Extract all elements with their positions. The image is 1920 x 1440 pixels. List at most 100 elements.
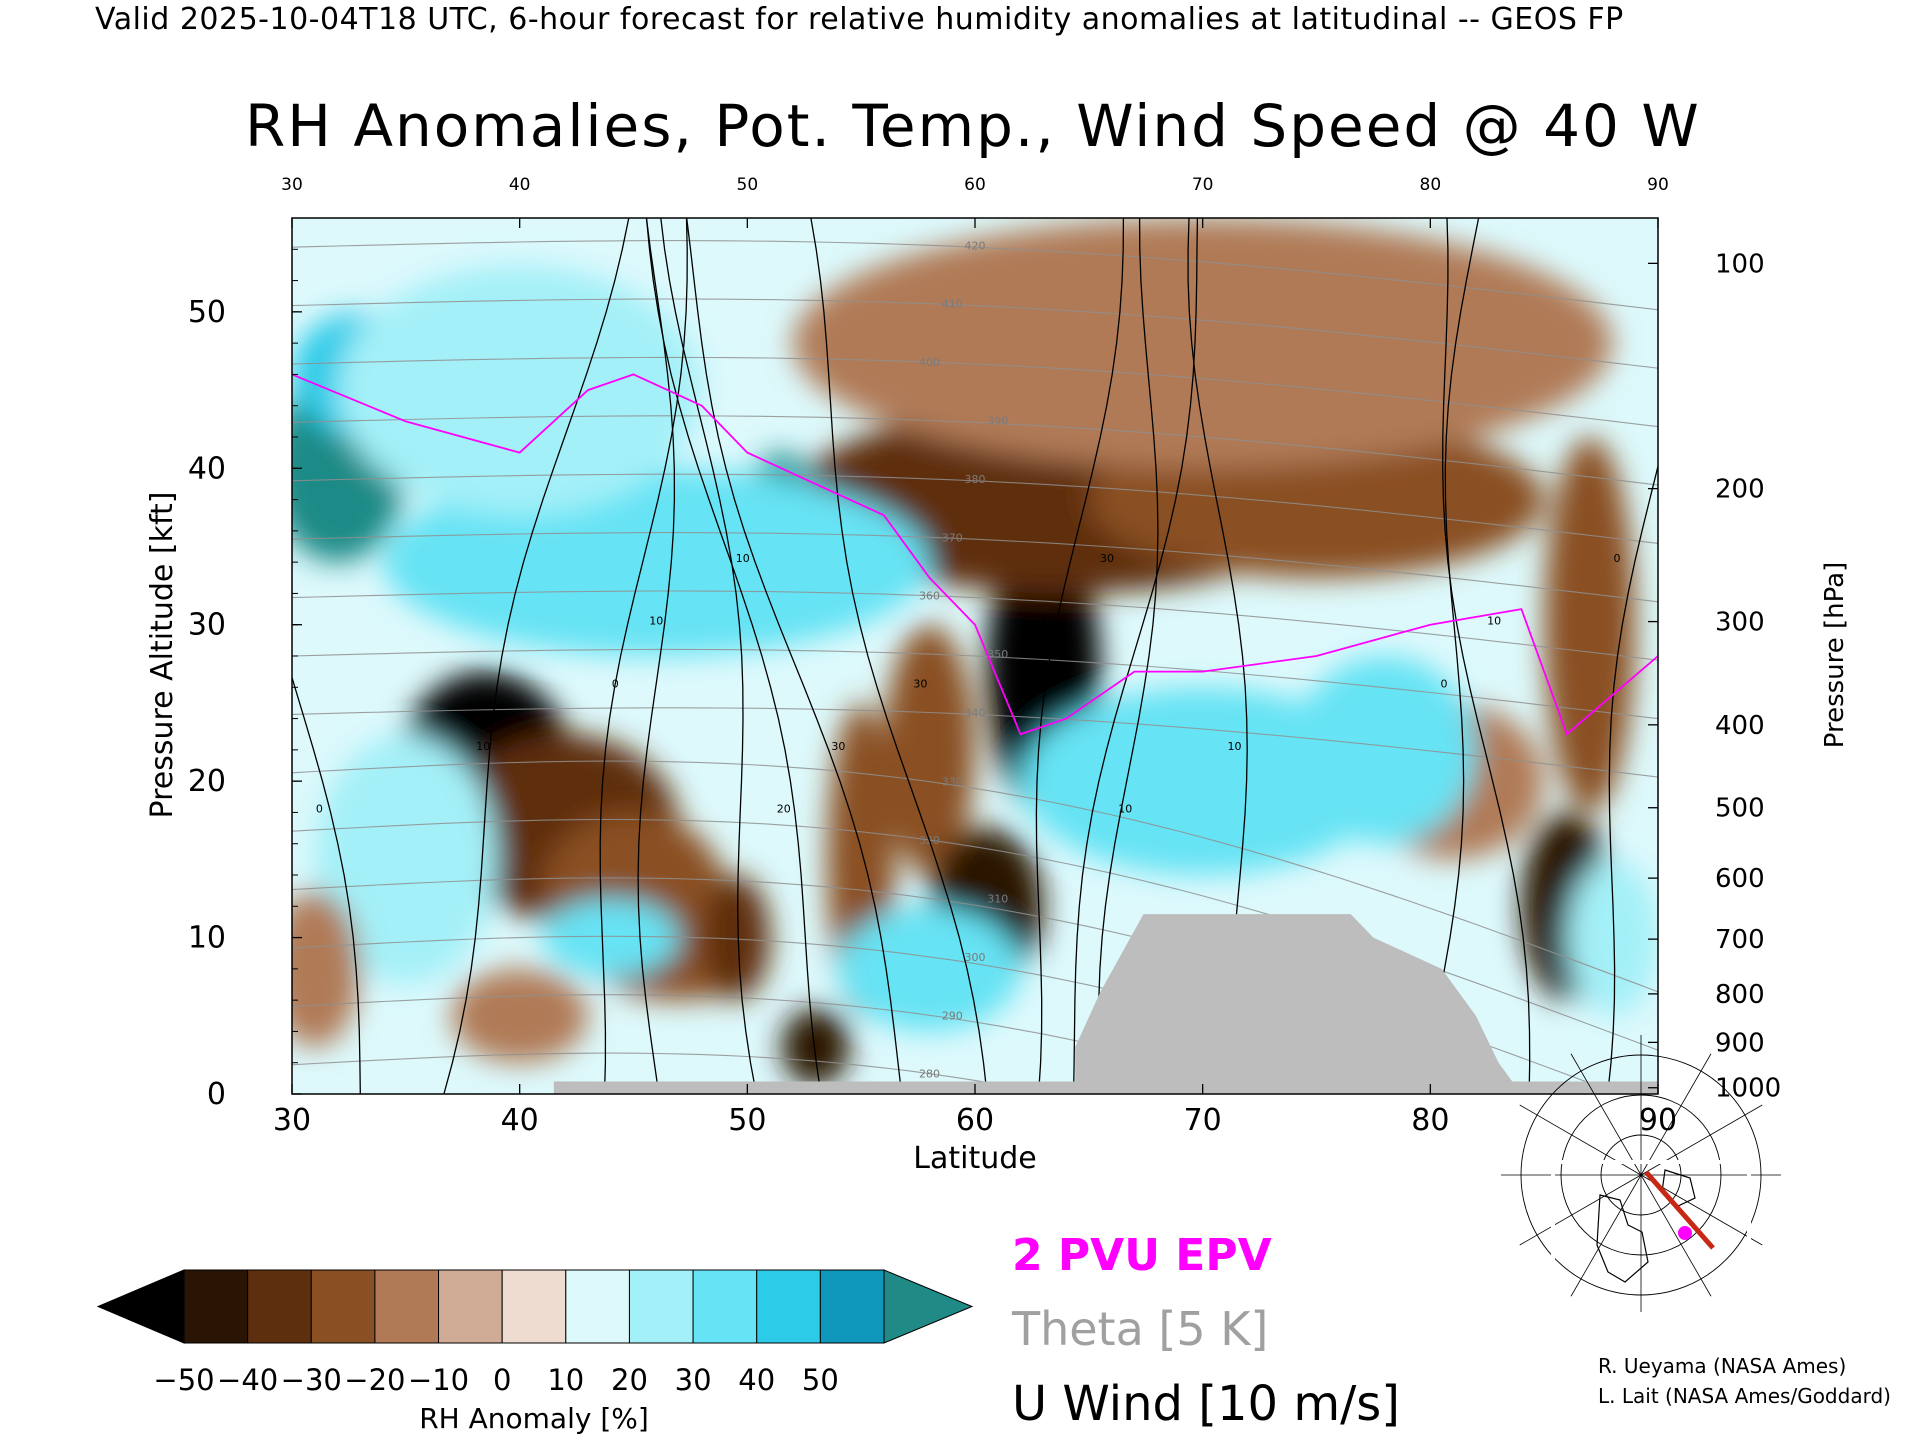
theta-label-300: 300: [965, 951, 986, 964]
pressure-tick-label-100: 100: [1715, 249, 1765, 279]
legend-item-1: Theta [5 K]: [1011, 1302, 1268, 1356]
u-wind-label-8: 50: [1041, 615, 1055, 628]
u-wind-label-12: 0: [1440, 677, 1447, 690]
rh-anomaly-region-20: [1020, 687, 1385, 876]
colorbar-tick--30: −30: [281, 1363, 342, 1397]
colorbar-segment-7: [628, 1269, 694, 1344]
terrain-mask: [1075, 914, 1522, 1094]
map-cross-section-track: [1644, 1170, 1715, 1250]
colorbar-segment-2: [310, 1269, 376, 1344]
colorbar-tick--40: −40: [217, 1363, 278, 1397]
rh-anomaly-region-4: [701, 875, 771, 1001]
colorbar-tick-50: 50: [802, 1363, 839, 1397]
u-wind-contour-2: [599, 218, 688, 1094]
u-wind-contour-7: [810, 218, 988, 1094]
u-wind-label-5: 20: [777, 802, 791, 815]
u-wind-label-3: 10: [649, 615, 663, 628]
x-tick-label-30: 30: [273, 1103, 311, 1138]
theta-contour-280: [292, 1052, 1658, 1094]
u-wind-contour-10: [1098, 218, 1159, 1094]
legend-item-2: U Wind [10 m/s]: [1012, 1376, 1400, 1432]
u-wind-contour-1: [443, 218, 630, 1094]
axes: 3030404050506060707080809090010203040501…: [145, 175, 1850, 1176]
colorbar-segment-0: [183, 1269, 249, 1344]
theta-label-420: 420: [965, 239, 986, 252]
theta-label-310: 310: [987, 892, 1008, 905]
colorbar-segment-1: [247, 1269, 312, 1344]
plot-area: 2802903003103203303403503603703803904004…: [292, 218, 1658, 1094]
x-tick-label-70: 70: [1184, 1103, 1222, 1138]
theta-label-330: 330: [942, 776, 963, 789]
u-wind-contour-8: [1035, 218, 1125, 1094]
pressure-tick-label-300: 300: [1715, 608, 1765, 638]
colorbar-segment-5: [501, 1269, 567, 1344]
y-axis-label: Pressure Altitude [kft]: [145, 492, 180, 819]
map-background: [1553, 1162, 1749, 1314]
map-meridian: [1640, 1053, 1712, 1176]
colorbar-tick--50: −50: [153, 1363, 214, 1397]
u-wind-contour-5: [645, 218, 822, 1094]
pressure-tick-label-200: 200: [1715, 475, 1765, 505]
theta-contour-410: [292, 298, 1658, 369]
rh-anomaly-region-28: [451, 968, 588, 1063]
rh-anomaly-region-27: [292, 890, 361, 1048]
theta-contour-340: [292, 707, 1658, 778]
colorbar-under-arrow: [96, 1269, 185, 1344]
theta-label-380: 380: [965, 473, 986, 486]
theta-label-360: 360: [919, 590, 940, 603]
x-top-tick-label-60: 60: [964, 175, 986, 195]
theta-label-280: 280: [919, 1068, 940, 1081]
theta-contour-380: [292, 473, 1658, 544]
theta-contour-350: [292, 648, 1658, 720]
u-wind-label-11: 10: [1228, 740, 1242, 753]
map-meridian: [1570, 1053, 1642, 1176]
locator-map-inset: [1501, 1035, 1781, 1316]
y2-axis-label: Pressure [hPa]: [1820, 562, 1850, 749]
colorbar-segment-8: [692, 1269, 758, 1344]
colorbar-tick-0: 0: [493, 1363, 511, 1397]
colorbar-label: RH Anomaly [%]: [419, 1402, 649, 1435]
pressure-tick-label-800: 800: [1715, 980, 1765, 1010]
u-wind-contour-4: [660, 218, 757, 1094]
rh-anomaly-region-26: [337, 264, 702, 516]
colorbar-tick-20: 20: [611, 1363, 648, 1397]
y-tick-label-40: 40: [188, 451, 226, 486]
u-wind-contour-13: [1442, 218, 1531, 1094]
u-wind-contour-12: [1419, 218, 1480, 1094]
theta-contour-370: [292, 532, 1658, 603]
colorbar-tick-40: 40: [738, 1363, 775, 1397]
colorbar-segment-4: [438, 1269, 503, 1344]
theta-contour-330: [292, 760, 1658, 993]
rh-anomaly-region-15: [792, 218, 1613, 469]
x-tick-label-80: 80: [1411, 1103, 1449, 1138]
rh-anomaly-region-23: [542, 898, 680, 977]
y-tick-label-10: 10: [188, 921, 226, 956]
colorbar-tick--10: −10: [408, 1363, 469, 1397]
map-frame-mask: [1551, 1160, 1751, 1316]
x-tick-label-50: 50: [728, 1103, 766, 1138]
u-wind-label-13: 10: [1487, 615, 1501, 628]
x-tick-label-60: 60: [956, 1103, 994, 1138]
pressure-tick-label-500: 500: [1715, 794, 1765, 824]
theta-contour-290: [292, 994, 1658, 1094]
colorbar: −50 −40 −30 −20 −10 0 10 20 30 40 50 RH Anomaly [%]: [96, 1269, 974, 1435]
x-tick-label-90: 90: [1639, 1103, 1677, 1138]
pressure-tick-label-400: 400: [1715, 711, 1765, 741]
rh-anomaly-region-24: [1293, 656, 1476, 844]
map-coastline-north-america: [1596, 1194, 1649, 1283]
u-wind-label-6: 30: [831, 740, 845, 753]
u-wind-contours: 0 10 0 10 10 20 30 30 50 30 10 10 0 10 0: [292, 218, 1658, 1094]
credit-line-1: R. Ueyama (NASA Ames): [1598, 1354, 1847, 1378]
pressure-tick-label-1000: 1000: [1715, 1074, 1781, 1104]
colorbar-segment-10: [819, 1269, 885, 1344]
rh-anomaly-region-7: [883, 624, 975, 875]
rh-anomaly-region-19: [383, 468, 930, 656]
rh-anomaly-region-14: [1544, 437, 1636, 813]
theta-label-390: 390: [987, 414, 1008, 427]
theta-label-350: 350: [987, 648, 1008, 661]
u-wind-contour-6: [686, 218, 903, 1094]
map-location-marker: [1678, 1226, 1692, 1240]
map-meridian: [1640, 1174, 1712, 1297]
theta-label-340: 340: [965, 706, 986, 719]
